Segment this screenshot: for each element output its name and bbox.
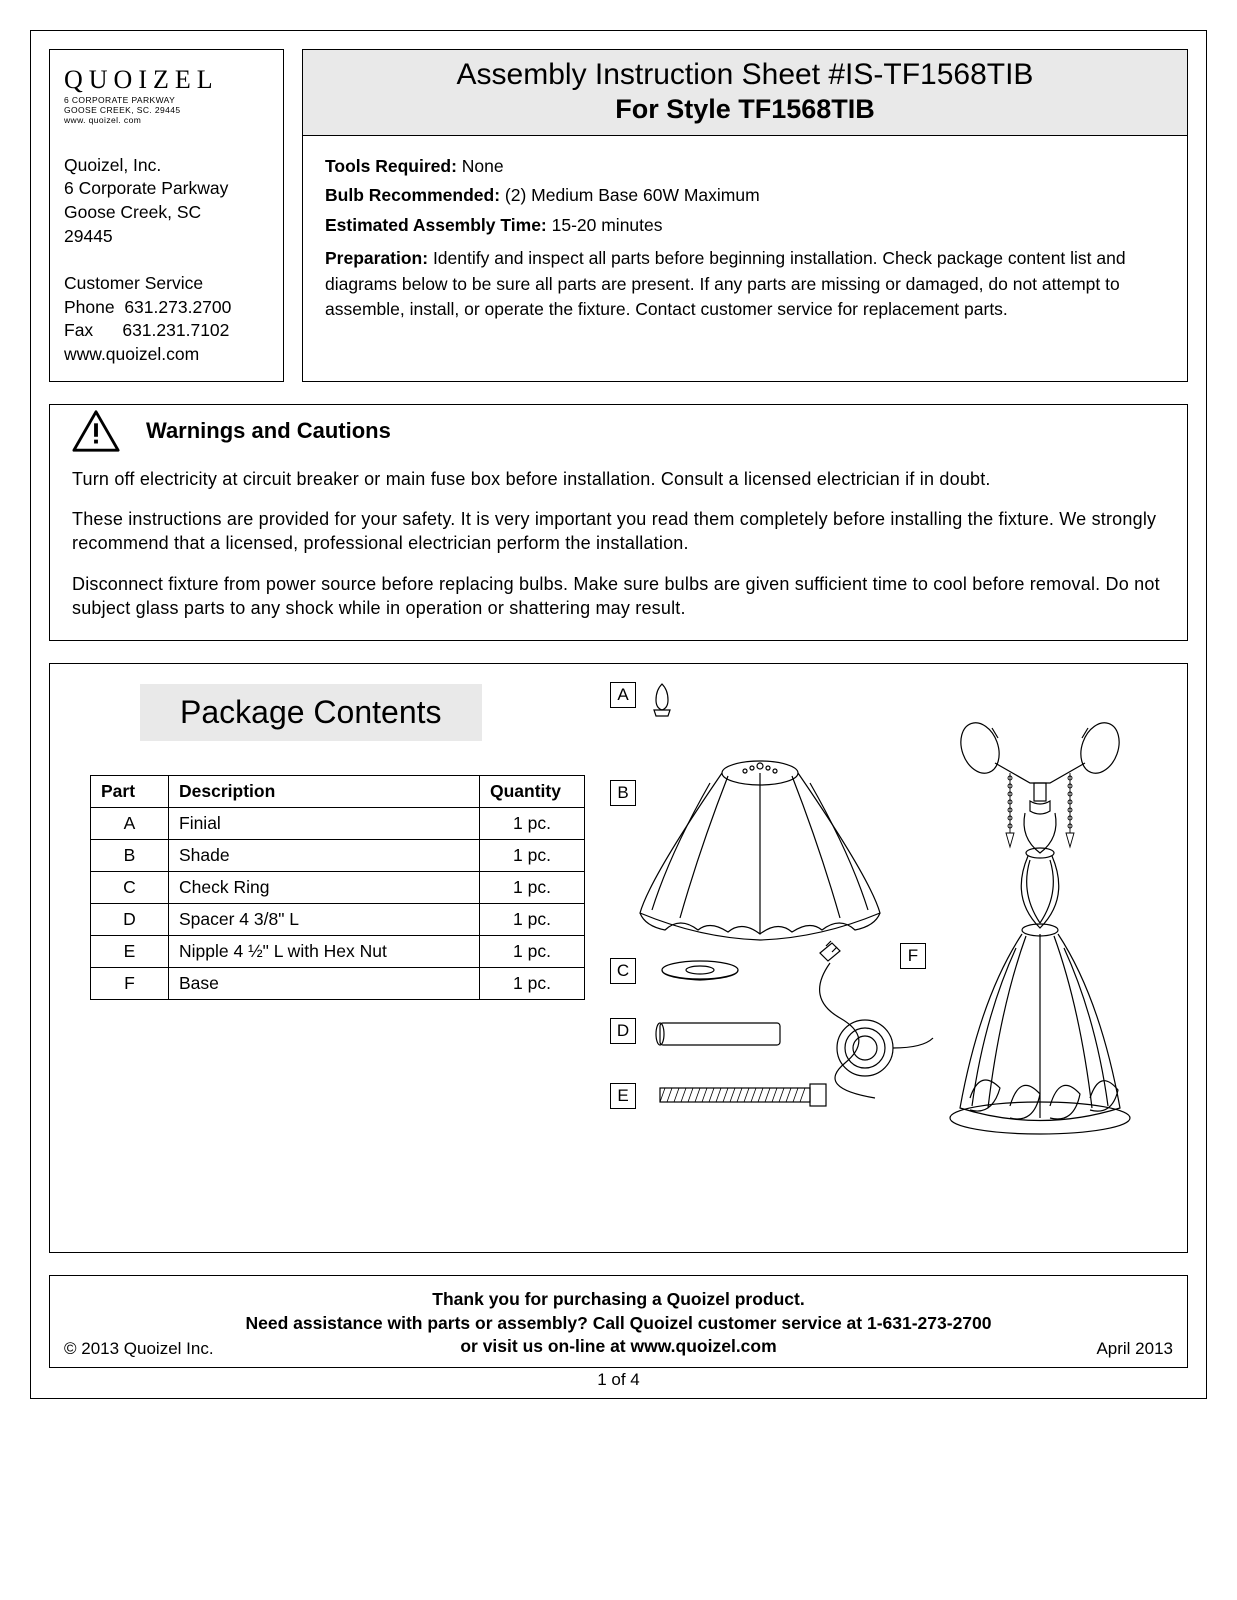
cell-desc: Finial	[169, 808, 480, 840]
tools-value: None	[457, 156, 504, 176]
svc-phone: Phone 631.273.2700	[64, 296, 269, 320]
cell-part: D	[91, 904, 169, 936]
col-desc-header: Description	[169, 776, 480, 808]
footer-center: Thank you for purchasing a Quoizel produ…	[64, 1288, 1173, 1359]
svc-label: Customer Service	[64, 272, 269, 296]
logo-subtext: 6 CORPORATE PARKWAY GOOSE CREEK, SC. 294…	[64, 95, 269, 126]
col-part-header: Part	[91, 776, 169, 808]
spec-time: Estimated Assembly Time: 15-20 minutes	[325, 213, 1165, 238]
footer-line1: Thank you for purchasing a Quoizel produ…	[64, 1288, 1173, 1312]
prep-value: Identify and inspect all parts before be…	[325, 248, 1126, 319]
company-name: Quoizel, Inc.	[64, 154, 269, 178]
address-block: Quoizel, Inc. 6 Corporate Parkway Goose …	[64, 154, 269, 249]
cell-qty: 1 pc.	[480, 808, 585, 840]
tools-label: Tools Required:	[325, 156, 457, 176]
cell-part: F	[91, 968, 169, 1000]
cell-desc: Shade	[169, 840, 480, 872]
parts-table: Part Description Quantity A Finial 1 pc.…	[90, 775, 585, 1000]
page-number: 1 of 4	[49, 1370, 1188, 1390]
company-info-box: QUOIZEL 6 CORPORATE PARKWAY GOOSE CREEK,…	[49, 49, 284, 382]
cell-desc: Nipple 4 ½" L with Hex Nut	[169, 936, 480, 968]
company-addr2: Goose Creek, SC	[64, 201, 269, 225]
company-addr1: 6 Corporate Parkway	[64, 177, 269, 201]
warnings-body: Turn off electricity at circuit breaker …	[72, 467, 1165, 620]
warnings-title: Warnings and Cautions	[146, 418, 391, 444]
logo-web: www. quoizel. com	[64, 115, 269, 125]
warning-triangle-icon	[72, 409, 120, 453]
spec-bulb: Bulb Recommended: (2) Medium Base 60W Ma…	[325, 183, 1165, 208]
table-header-row: Part Description Quantity	[91, 776, 585, 808]
footer-line2: Need assistance with parts or assembly? …	[64, 1312, 1173, 1336]
specs-block: Tools Required: None Bulb Recommended: (…	[303, 136, 1187, 348]
package-contents-box: Package Contents Part Description Quanti…	[49, 663, 1188, 1253]
company-zip: 29445	[64, 225, 269, 249]
title-line2: For Style TF1568TIB	[313, 94, 1177, 125]
table-row: A Finial 1 pc.	[91, 808, 585, 840]
title-line1: Assembly Instruction Sheet #IS-TF1568TIB	[313, 58, 1177, 92]
cell-part: C	[91, 872, 169, 904]
service-block: Customer Service Phone 631.273.2700 Fax …	[64, 272, 269, 367]
cell-desc: Base	[169, 968, 480, 1000]
cell-desc: Check Ring	[169, 872, 480, 904]
time-label: Estimated Assembly Time:	[325, 215, 547, 235]
table-row: E Nipple 4 ½" L with Hex Nut 1 pc.	[91, 936, 585, 968]
parts-diagram: A B C D E F	[610, 678, 1167, 1232]
cell-qty: 1 pc.	[480, 936, 585, 968]
cell-qty: 1 pc.	[480, 872, 585, 904]
table-row: F Base 1 pc.	[91, 968, 585, 1000]
table-row: D Spacer 4 3/8" L 1 pc.	[91, 904, 585, 936]
prep-label: Preparation:	[325, 248, 428, 268]
warn-p3: Disconnect fixture from power source bef…	[72, 572, 1165, 621]
logo-addr1: 6 CORPORATE PARKWAY	[64, 95, 269, 105]
cell-qty: 1 pc.	[480, 904, 585, 936]
parts-illustration-svg	[610, 678, 1170, 1148]
logo-name: QUOIZEL	[64, 62, 269, 97]
bulb-label: Bulb Recommended:	[325, 185, 500, 205]
logo-addr2: GOOSE CREEK, SC. 29445	[64, 105, 269, 115]
cell-qty: 1 pc.	[480, 840, 585, 872]
table-row: B Shade 1 pc.	[91, 840, 585, 872]
time-value: 15-20 minutes	[547, 215, 663, 235]
warn-p1: Turn off electricity at circuit breaker …	[72, 467, 1165, 491]
spec-prep: Preparation: Identify and inspect all pa…	[325, 246, 1165, 322]
footer-line3: or visit us on-line at www.quoizel.com	[64, 1335, 1173, 1359]
instruction-sheet-page: QUOIZEL 6 CORPORATE PARKWAY GOOSE CREEK,…	[30, 30, 1207, 1399]
footer-copyright: © 2013 Quoizel Inc.	[64, 1339, 214, 1359]
cell-part: A	[91, 808, 169, 840]
svc-web: www.quoizel.com	[64, 343, 269, 367]
svc-fax: Fax 631.231.7102	[64, 319, 269, 343]
table-row: C Check Ring 1 pc.	[91, 872, 585, 904]
cell-part: B	[91, 840, 169, 872]
package-contents-heading: Package Contents	[140, 684, 482, 741]
footer-box: Thank you for purchasing a Quoizel produ…	[49, 1275, 1188, 1368]
title-panel: Assembly Instruction Sheet #IS-TF1568TIB…	[302, 49, 1188, 382]
cell-desc: Spacer 4 3/8" L	[169, 904, 480, 936]
cell-qty: 1 pc.	[480, 968, 585, 1000]
col-qty-header: Quantity	[480, 776, 585, 808]
cell-part: E	[91, 936, 169, 968]
top-row: QUOIZEL 6 CORPORATE PARKWAY GOOSE CREEK,…	[49, 49, 1188, 382]
warnings-box: Warnings and Cautions Turn off electrici…	[49, 404, 1188, 641]
bulb-value: (2) Medium Base 60W Maximum	[500, 185, 760, 205]
footer-date: April 2013	[1096, 1339, 1173, 1359]
spec-tools: Tools Required: None	[325, 154, 1165, 179]
title-bar: Assembly Instruction Sheet #IS-TF1568TIB…	[303, 50, 1187, 136]
warn-p2: These instructions are provided for your…	[72, 507, 1165, 556]
warnings-header: Warnings and Cautions	[72, 409, 1165, 453]
